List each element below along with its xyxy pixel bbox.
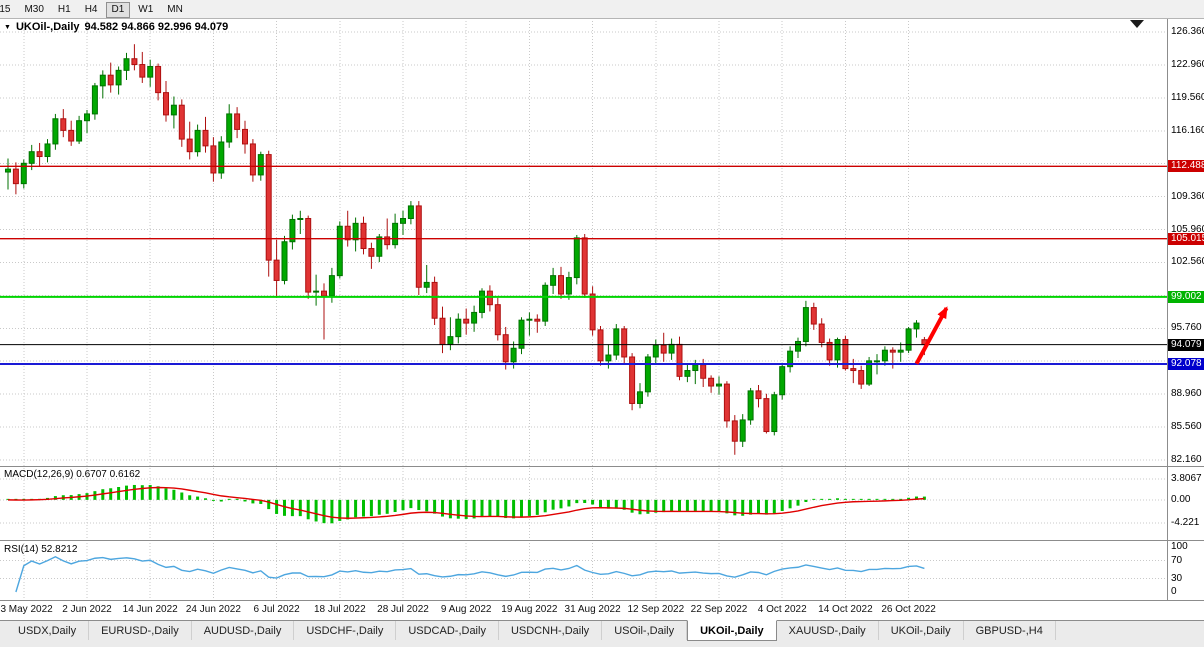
chart-tab-gbpusd-h4[interactable]: GBPUSD-,H4	[964, 621, 1056, 640]
chart-tab-usdx-daily[interactable]: USDX,Daily	[6, 621, 90, 640]
timeframe-button-h1[interactable]: H1	[51, 1, 77, 18]
chart-tab-usdcnh-daily[interactable]: USDCNH-,Daily	[499, 621, 603, 640]
symbol-dropdown-icon[interactable]: ▼	[4, 23, 11, 31]
timeframe-button-mn[interactable]: MN	[161, 1, 189, 18]
chart-tab-eurusd-daily[interactable]: EURUSD-,Daily	[89, 621, 192, 640]
chart-tab-usoil-daily[interactable]: USOil-,Daily	[602, 621, 688, 640]
chart-tabbar: USDX,Daily EURUSD-,Daily AUDUSD-,Daily USDC…	[0, 620, 1204, 647]
chart-shift-marker-icon[interactable]	[1130, 20, 1144, 28]
panel-separators	[0, 18, 1204, 601]
chart-tab-usdcad-daily[interactable]: USDCAD-,Daily	[396, 621, 499, 640]
timeframe-button-d1[interactable]: D1	[105, 1, 131, 18]
timeframe-button-w1[interactable]: W1	[132, 1, 160, 18]
chart-tab-audusd-daily[interactable]: AUDUSD-,Daily	[192, 621, 295, 640]
chart-tab-ukoil-daily[interactable]: UKOil-,Daily	[687, 620, 777, 641]
chart-ohlc-values: 94.582 94.866 92.996 94.079	[84, 21, 229, 33]
chart-symbol-label: UKOil-,Daily	[15, 21, 80, 33]
macd-layer	[6, 484, 926, 524]
rsi-label: RSI(14) 52.8212	[4, 544, 78, 555]
chart-tab-usdchf-daily[interactable]: USDCHF-,Daily	[294, 621, 397, 640]
timeframe-button-m30[interactable]: M30	[18, 1, 50, 18]
timeframe-button-m15[interactable]: M15	[0, 1, 17, 18]
trend-arrow-annotation[interactable]	[914, 306, 949, 365]
chart-tab-ukoil-daily[interactable]: UKOil-,Daily	[879, 621, 964, 640]
timeframe-button-h4[interactable]: H4	[78, 1, 104, 18]
macd-label: MACD(12,26,9) 0.6707 0.6162	[4, 469, 141, 480]
timeframe-buttons: M15M30H1H4D1W1MN	[0, 1, 190, 18]
chart-tab-xauusd-daily[interactable]: XAUUSD-,Daily	[777, 621, 879, 640]
hlines-layer[interactable]	[0, 165, 1167, 365]
chart-title: ▼ UKOil-,Daily 94.582 94.866 92.996 94.0…	[4, 21, 228, 33]
timeframe-toolbar: M15M30H1H4D1W1MN	[0, 0, 1204, 19]
rsi-layer	[15, 555, 925, 593]
